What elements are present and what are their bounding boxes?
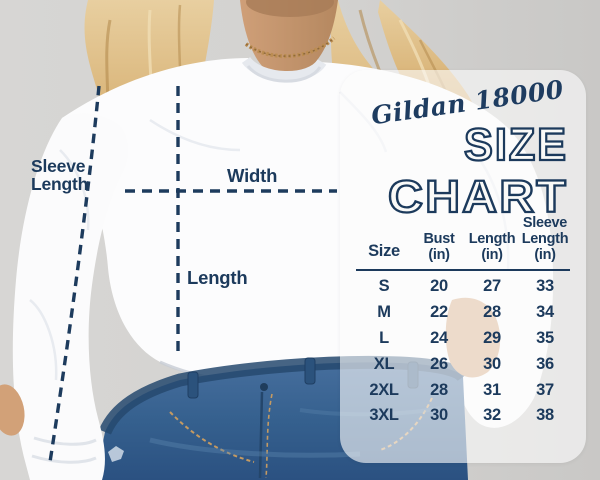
sleeve-length-label: Sleeve Length <box>31 156 89 195</box>
col-header-bust: Bust (in) <box>423 231 455 264</box>
collar <box>241 56 327 81</box>
table-row: M 22 28 34 <box>377 303 554 322</box>
left-sleeve <box>0 113 129 480</box>
belt-loop <box>304 357 316 385</box>
table-row: L 24 29 35 <box>379 328 554 347</box>
distressed-patch <box>108 446 124 462</box>
col-header-sleeve-length: Sleeve Length (in) <box>521 215 569 264</box>
size-chart-heading: SIZE CHART <box>387 120 568 223</box>
heading-chart: CHART <box>388 171 568 222</box>
table-row: S 20 27 33 <box>378 277 555 296</box>
jeans-button <box>260 383 268 391</box>
table-row: 2XL 28 31 37 <box>369 380 554 399</box>
col-header-length: Length (in) <box>468 231 516 264</box>
length-label: Length <box>187 267 248 288</box>
table-row: XL 26 30 36 <box>373 354 554 373</box>
size-table: Size Bust (in) Length (in) Sleeve Length… <box>356 206 570 429</box>
belt-loop <box>187 371 199 399</box>
size-chart-panel: Gildan 18000 SIZE CHART Size Bust (in) L… <box>340 70 586 463</box>
size-table-header: Size Bust (in) Length (in) Sleeve Length… <box>356 206 570 271</box>
fly-seam <box>258 391 264 479</box>
necklace <box>244 36 336 59</box>
neck <box>240 0 338 72</box>
cuff-fold <box>33 436 97 446</box>
measurement-lines <box>48 85 337 463</box>
table-row: 3XL 30 32 38 <box>369 406 554 425</box>
width-label: Width <box>227 165 278 186</box>
heading-size: SIZE <box>464 120 568 170</box>
col-header-size: Size <box>368 241 400 260</box>
sleeve-length-line <box>48 85 101 463</box>
pocket-stitching <box>169 411 255 463</box>
size-table-body: S 20 27 33 M 22 28 34 L 24 29 35 XL 26 30 36 2XL… <box>356 274 570 429</box>
thumb <box>0 384 25 436</box>
